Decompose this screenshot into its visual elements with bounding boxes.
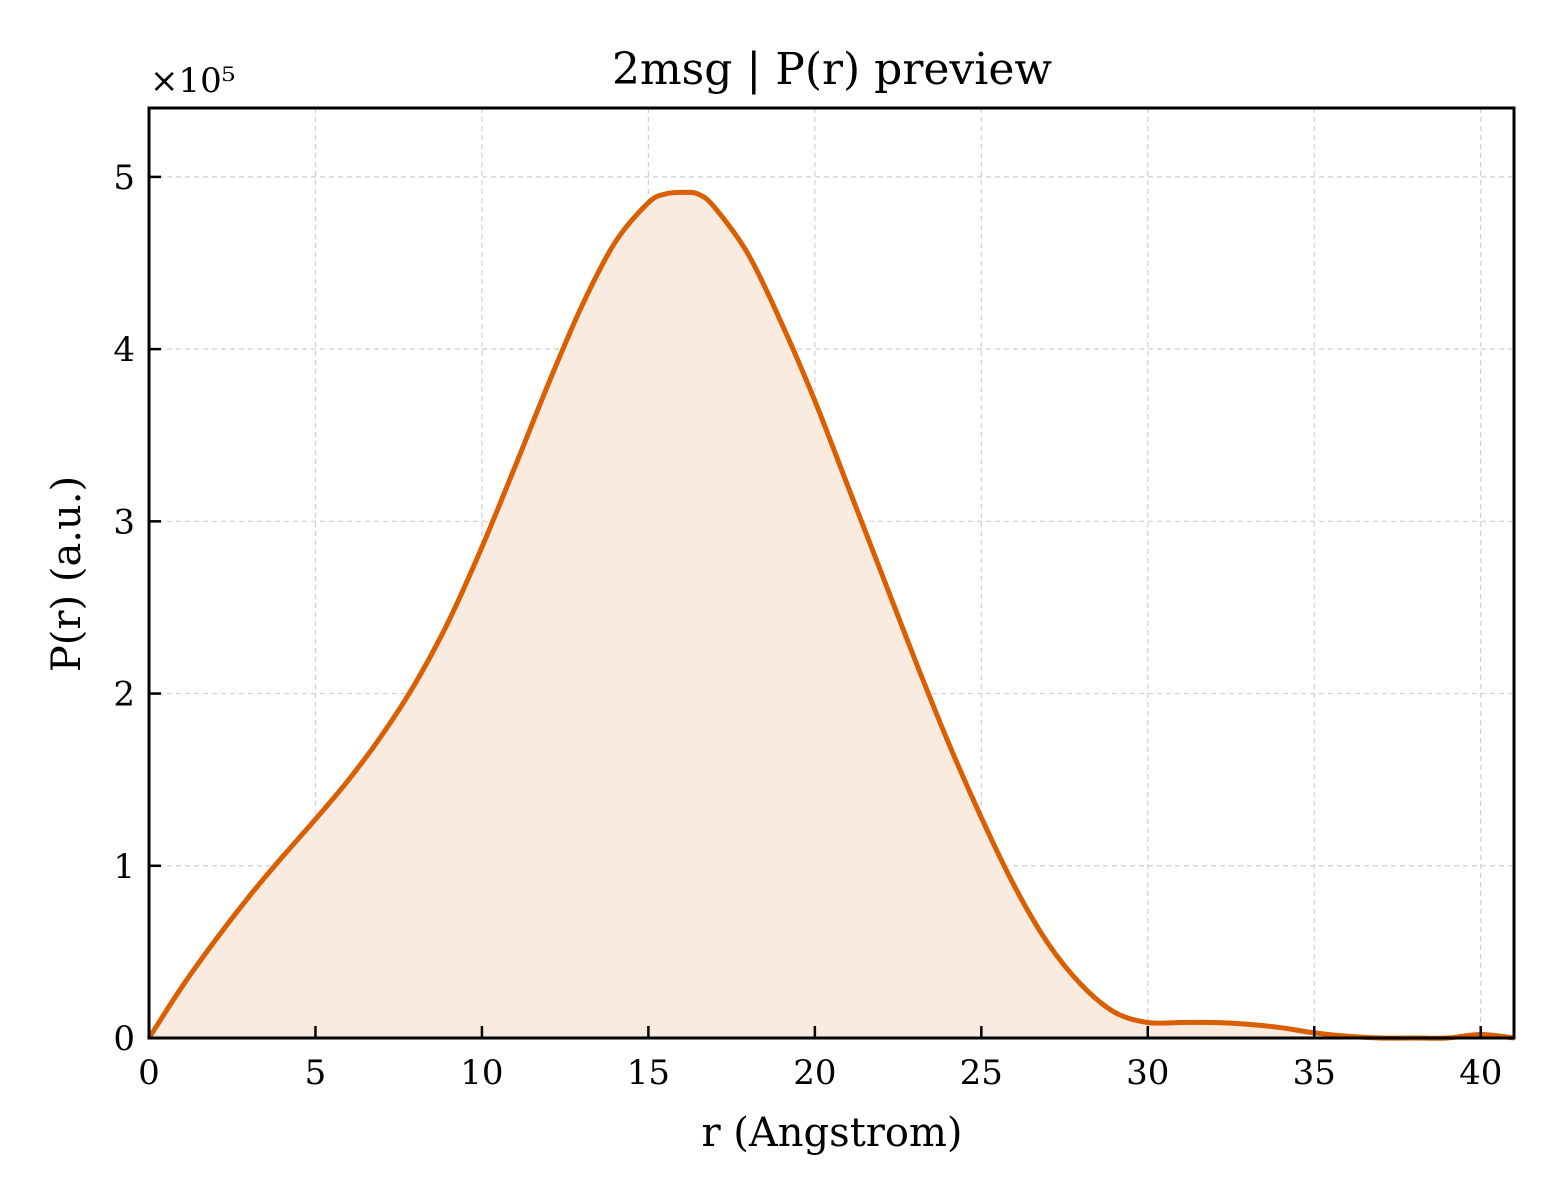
ticks: [147, 175, 1482, 1040]
x-tick-label: 10: [460, 1053, 503, 1093]
y-tick-label: 3: [113, 502, 135, 542]
y-tick-label: 0: [113, 1019, 135, 1059]
tick-labels: 0 5 10 15 20 25 30 35 40 0 1 2 3 4 5: [113, 158, 1502, 1093]
y-tick-label: 5: [113, 158, 135, 198]
series-line: [146, 189, 1515, 1041]
x-tick-label: 35: [1293, 1053, 1336, 1093]
x-tick-label: 15: [627, 1053, 670, 1093]
x-tick-label: 30: [1126, 1053, 1169, 1093]
y-tick-label: 2: [113, 675, 135, 715]
y-tick-label: 4: [113, 330, 135, 370]
x-tick-label: 5: [305, 1053, 327, 1093]
x-tick-label: 0: [138, 1053, 160, 1093]
y-tick-label: 1: [113, 847, 135, 887]
y-multiplier: ×10⁵: [150, 61, 235, 101]
area-fill: [149, 192, 1514, 1039]
chart-title: 2msg | P(r) preview: [612, 44, 1052, 95]
x-tick-label: 40: [1459, 1053, 1502, 1093]
plot-frame: [147, 106, 1516, 1040]
x-tick-label: 20: [793, 1053, 836, 1093]
x-axis-label: r (Angstrom): [701, 1110, 962, 1156]
y-axis-label: P(r) (a.u.): [44, 476, 90, 672]
x-tick-label: 25: [960, 1053, 1003, 1093]
